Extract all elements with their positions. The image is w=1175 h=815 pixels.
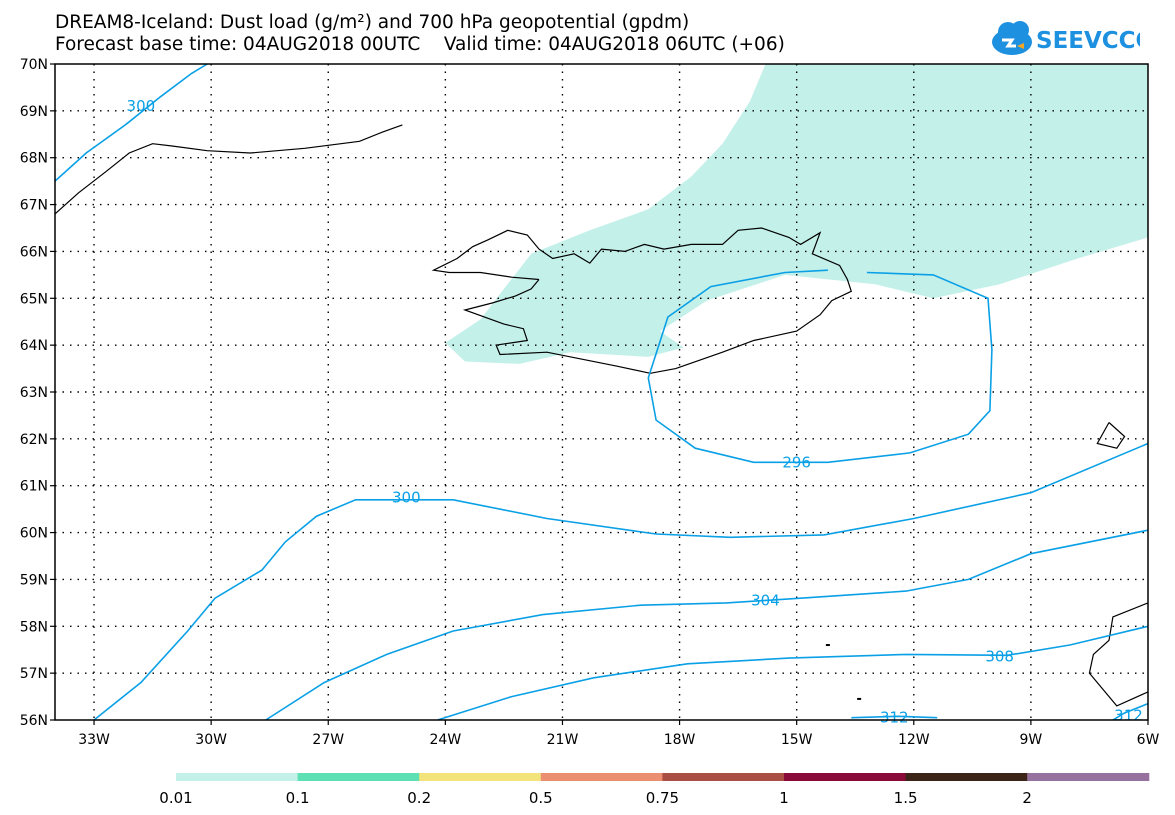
coastlines — [54, 124, 1149, 707]
coastline — [431, 227, 853, 374]
lat-tick-label: 67N — [20, 198, 48, 214]
lat-tick-label: 64N — [20, 338, 48, 354]
coastline — [1096, 422, 1126, 449]
colorbar-bin — [540, 773, 663, 781]
lon-tick-label: 18W — [664, 732, 696, 748]
lat-tick-label: 68N — [20, 151, 48, 167]
contour-line-304 — [265, 529, 1149, 721]
seevccc-logo: SEEVCCC — [992, 21, 1140, 55]
lat-tick-label: 69N — [20, 104, 48, 120]
map-subtitle-times: Forecast base time: 04AUG2018 00UTC Vali… — [55, 34, 785, 55]
colorbar-bin — [419, 773, 542, 781]
lon-tick-label: 6W — [1137, 732, 1160, 748]
colorbar-bin — [905, 773, 1028, 781]
geopotential-contours: 300 296 300 304 308 312 312 — [54, 63, 1149, 727]
lat-tick-label: 70N — [20, 57, 48, 73]
colorbar-label: 1 — [779, 789, 789, 807]
colorbar-bin — [176, 773, 299, 781]
contour-line-308 — [437, 625, 1149, 721]
lon-tick-label: 33W — [78, 732, 110, 748]
contour-label-300: 300 — [127, 97, 156, 115]
colorbar-label: 2 — [1022, 789, 1032, 807]
lon-tick-label: 24W — [430, 732, 462, 748]
colorbar-bin — [297, 773, 420, 781]
lat-tick-label: 59N — [20, 572, 48, 588]
contour-label-312: 312 — [1114, 706, 1143, 724]
contour-line-300 — [54, 63, 208, 182]
contour-label-296: 296 — [782, 453, 811, 471]
logo-text: SEEVCCC — [1036, 28, 1140, 54]
lat-tick-label: 62N — [20, 432, 48, 448]
contour-label-308: 308 — [985, 648, 1014, 666]
lat-tick-label: 58N — [20, 619, 48, 635]
contour-line-312 — [851, 715, 938, 719]
axis-labels: 33W 30W 27W 24W 21W 18W 15W 12W 9W 6W 56N 57N 58N 59N… — [20, 57, 1160, 748]
lon-tick-label: 15W — [781, 732, 813, 748]
colorbar-label: 0.5 — [529, 789, 553, 807]
colorbar-bin — [784, 773, 907, 781]
lat-tick-label: 65N — [20, 291, 48, 307]
lon-tick-label: 12W — [898, 732, 930, 748]
contour-label-304: 304 — [751, 592, 780, 610]
lat-tick-label: 66N — [20, 244, 48, 260]
colorbar-label: 1.5 — [894, 789, 918, 807]
lon-tick-label: 27W — [312, 732, 344, 748]
colorbar: 0.01 0.1 0.2 0.5 0.75 1 1.5 2 — [159, 773, 1150, 807]
colorbar-label: 0.75 — [646, 789, 679, 807]
lon-tick-label: 21W — [547, 732, 579, 748]
lat-tick-label: 60N — [20, 526, 48, 542]
lon-tick-label: 30W — [195, 732, 227, 748]
cloud-logo-icon — [992, 21, 1032, 55]
colorbar-bin — [1027, 773, 1150, 781]
lat-tick-label: 63N — [20, 385, 48, 401]
map-title: DREAM8-Iceland: Dust load (g/m²) and 700… — [55, 12, 690, 33]
coastline — [54, 124, 403, 215]
coastline — [1088, 602, 1149, 707]
islet — [857, 697, 862, 700]
contour-line-300 — [93, 442, 1149, 721]
dust-load-layer — [445, 64, 1148, 364]
colorbar-label: 0.2 — [407, 789, 431, 807]
contour-label-300: 300 — [392, 488, 421, 506]
contour-line-312 — [1112, 702, 1149, 721]
contour-label-312: 312 — [880, 709, 909, 727]
colorbar-label: 0.01 — [159, 789, 192, 807]
islet — [825, 644, 830, 647]
lat-tick-label: 56N — [20, 713, 48, 729]
lat-tick-label: 61N — [20, 479, 48, 495]
colorbar-bin — [662, 773, 785, 781]
dust-area-0.01 — [445, 64, 1148, 364]
lon-tick-label: 9W — [1020, 732, 1043, 748]
contour-line-296 — [647, 269, 993, 464]
colorbar-label: 0.1 — [286, 789, 310, 807]
lat-tick-label: 57N — [20, 666, 48, 682]
